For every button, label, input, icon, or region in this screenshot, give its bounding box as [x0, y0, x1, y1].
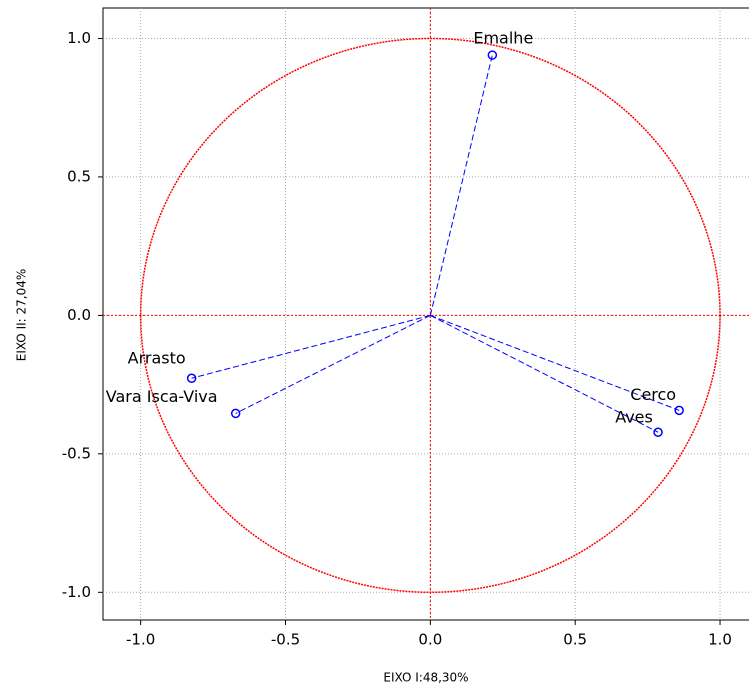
x-tick-label: 0.0: [418, 631, 442, 649]
point: [230, 408, 241, 419]
point-label: Cerco: [630, 385, 676, 404]
vector: [430, 314, 659, 433]
y-tick-label: 0.0: [67, 306, 91, 324]
vector: [235, 314, 431, 414]
point: [653, 427, 663, 437]
point: [487, 50, 498, 60]
y-axis-title: EIXO II: 27,04%: [15, 269, 29, 362]
x-axis-title: EIXO I:48,30%: [383, 671, 468, 685]
point-label: Aves: [615, 408, 653, 427]
point-label: Vara Isca-Viva: [106, 387, 218, 406]
point-label: Emalhe: [473, 29, 533, 48]
vector: [191, 314, 431, 379]
x-tick-label: 0.5: [563, 631, 587, 649]
x-tick-label: -0.5: [271, 631, 300, 649]
x-tick-label: 1.0: [708, 631, 732, 649]
point: [674, 405, 684, 416]
vector: [430, 314, 680, 411]
plot-area: [102, 7, 749, 621]
y-tick-label: -1.0: [62, 583, 91, 601]
x-tick-label: -1.0: [126, 631, 155, 649]
point-label: Arrasto: [128, 349, 186, 368]
y-tick-label: 0.5: [67, 167, 91, 185]
y-tick-label: -0.5: [62, 444, 91, 462]
point: [186, 373, 197, 383]
y-tick-label: 1.0: [67, 29, 91, 47]
